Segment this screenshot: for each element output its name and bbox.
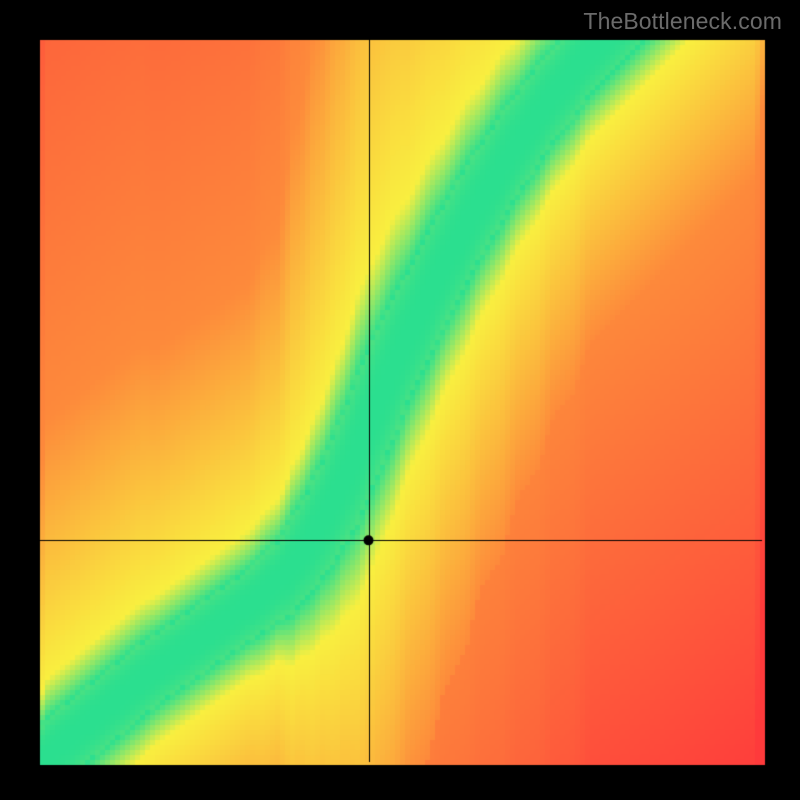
- watermark-text: TheBottleneck.com: [583, 8, 782, 35]
- bottleneck-heatmap: [0, 0, 800, 800]
- chart-container: TheBottleneck.com: [0, 0, 800, 800]
